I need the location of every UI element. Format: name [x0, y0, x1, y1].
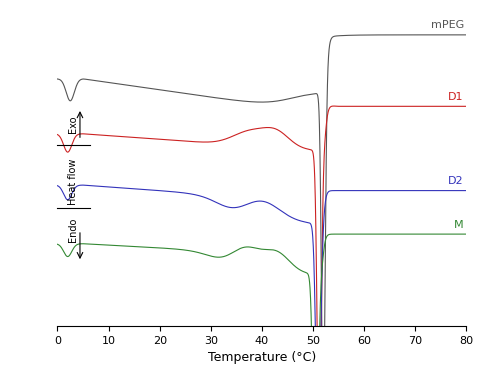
Text: Exo: Exo — [68, 115, 78, 133]
Text: D1: D1 — [448, 92, 464, 102]
Text: Endo: Endo — [68, 218, 78, 242]
Text: M: M — [454, 219, 464, 229]
Text: D2: D2 — [448, 176, 464, 186]
Text: mPEG: mPEG — [431, 20, 464, 30]
X-axis label: Temperature (°C): Temperature (°C) — [208, 352, 316, 364]
Text: Heat flow: Heat flow — [68, 159, 78, 205]
